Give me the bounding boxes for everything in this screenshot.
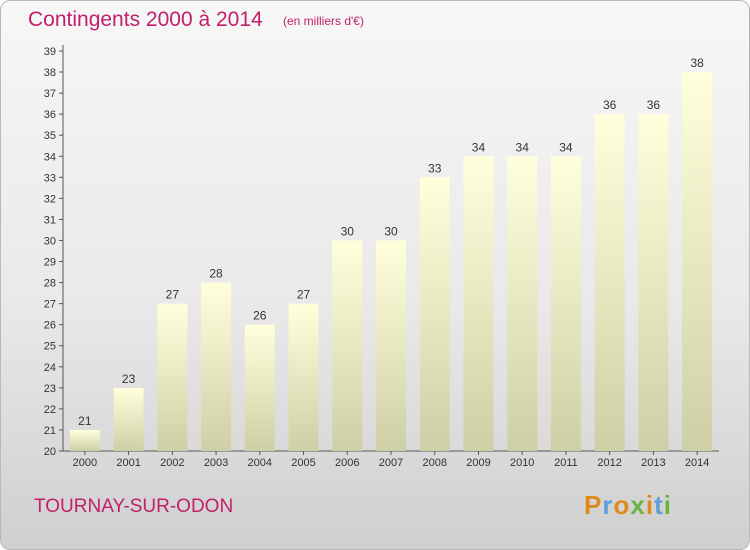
- y-tick-label: 39: [44, 46, 56, 58]
- y-tick-label: 26: [44, 320, 56, 332]
- chart-value-labels: 21 23 27 28 26 27 30 30 33 34 34 34 36 36 38: [78, 56, 704, 428]
- chart-title: Contingents 2000 à 2014: [28, 8, 263, 31]
- bar: [288, 303, 319, 451]
- x-tick-label: 2014: [685, 457, 709, 469]
- brand-letter: x: [630, 490, 646, 520]
- bar-value-label: 30: [341, 224, 355, 238]
- location-name: TOURNAY-SUR-ODON: [34, 496, 234, 517]
- x-tick-label: 2007: [379, 457, 403, 469]
- x-tick-label: 2001: [116, 457, 140, 469]
- bar: [419, 177, 450, 451]
- bar: [244, 324, 275, 451]
- x-tick-label: 2005: [291, 457, 315, 469]
- bar: [550, 156, 581, 451]
- y-tick-label: 34: [44, 151, 56, 163]
- brand-letter: P: [584, 490, 603, 520]
- chart-subtitle: (en milliers d'€): [283, 14, 364, 28]
- bar: [638, 114, 669, 451]
- y-tick-label: 32: [44, 193, 56, 205]
- y-tick-label: 22: [44, 404, 56, 416]
- bar-value-label: 34: [559, 140, 573, 154]
- brand-letter: t: [654, 490, 664, 520]
- bar: [69, 429, 100, 451]
- brand-letter: o: [613, 490, 631, 520]
- x-tick-label: 2011: [554, 457, 578, 469]
- y-tick-label: 35: [44, 130, 56, 142]
- y-tick-label: 23: [44, 383, 56, 395]
- bar-value-label: 26: [253, 309, 267, 323]
- y-tick-label: 38: [44, 67, 56, 79]
- y-tick-label: 33: [44, 172, 56, 184]
- y-tick-label: 29: [44, 257, 56, 269]
- x-tick-label: 2000: [73, 457, 97, 469]
- y-tick-label: 27: [44, 299, 56, 311]
- chart-bars: [69, 72, 713, 451]
- x-tick-label: 2012: [597, 457, 621, 469]
- bar-value-label: 36: [603, 98, 617, 112]
- bar-value-label: 27: [166, 288, 180, 302]
- bar: [113, 387, 144, 451]
- y-tick-label: 21: [44, 425, 56, 437]
- bar-value-label: 36: [647, 98, 661, 112]
- y-tick-label: 31: [44, 214, 56, 226]
- x-tick-label: 2006: [335, 457, 359, 469]
- x-tick-label: 2013: [641, 457, 665, 469]
- bar-value-label: 27: [297, 288, 311, 302]
- bar-value-label: 34: [516, 140, 530, 154]
- bar: [376, 240, 406, 451]
- y-tick-label: 30: [44, 235, 56, 247]
- brand-letter: i: [645, 490, 655, 520]
- bar: [594, 114, 625, 451]
- bar: [682, 72, 713, 451]
- x-tick-label: 2010: [510, 457, 534, 469]
- bar-value-label: 23: [122, 372, 136, 386]
- bar: [332, 240, 363, 451]
- bar-value-label: 38: [690, 56, 704, 70]
- x-tick-label: 2008: [422, 457, 446, 469]
- x-tick-label: 2003: [204, 457, 228, 469]
- bar-value-label: 30: [384, 224, 398, 238]
- bar-value-label: 21: [78, 414, 92, 428]
- bar: [201, 282, 232, 451]
- bar: [463, 156, 494, 451]
- chart-x-ticks: 2000 2001 2002 2003 2004 2005 2006 2007 2008 2009…: [73, 451, 709, 469]
- bar-value-label: 34: [472, 140, 486, 154]
- bar-value-label: 33: [428, 161, 442, 175]
- y-tick-label: 24: [44, 362, 56, 374]
- x-tick-label: 2004: [248, 457, 272, 469]
- y-tick-label: 25: [44, 341, 56, 353]
- bar: [507, 156, 538, 451]
- bar-value-label: 28: [209, 267, 223, 281]
- y-tick-label: 20: [44, 446, 56, 458]
- brand-letter: r: [602, 490, 614, 520]
- y-tick-label: 28: [44, 278, 56, 290]
- x-tick-label: 2002: [160, 457, 184, 469]
- chart-y-ticks: 20 21 22 23 24 25 26 27 28 29 30 31 32 33 34 35 36 37 38 39: [44, 46, 63, 458]
- bar: [157, 303, 188, 451]
- proxiti-logo: Proxiti: [584, 490, 672, 521]
- y-tick-label: 37: [44, 88, 56, 100]
- brand-letter: i: [663, 490, 672, 520]
- x-tick-label: 2009: [466, 457, 490, 469]
- y-tick-label: 36: [44, 109, 56, 121]
